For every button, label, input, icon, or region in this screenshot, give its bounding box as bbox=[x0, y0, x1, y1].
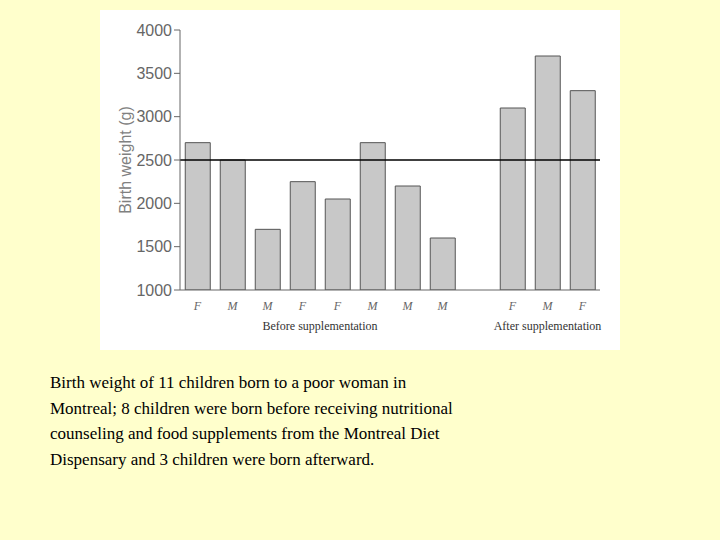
svg-text:M: M bbox=[437, 299, 449, 313]
svg-text:1000: 1000 bbox=[136, 282, 172, 299]
svg-text:F: F bbox=[578, 299, 587, 313]
html-text:counseling and food supplement: counseling and food supplements from the… bbox=[50, 424, 440, 443]
svg-text:M: M bbox=[227, 299, 239, 313]
svg-text:F: F bbox=[193, 299, 202, 313]
svg-text:3500: 3500 bbox=[136, 65, 172, 82]
svg-text:Birth weight (g): Birth weight (g) bbox=[117, 106, 134, 214]
svg-text:F: F bbox=[333, 299, 342, 313]
svg-text:2000: 2000 bbox=[136, 195, 172, 212]
svg-text:M: M bbox=[402, 299, 414, 313]
svg-text:M: M bbox=[262, 299, 274, 313]
svg-text:M: M bbox=[367, 299, 379, 313]
svg-text:1500: 1500 bbox=[136, 238, 172, 255]
svg-text:After supplementation: After supplementation bbox=[494, 319, 602, 333]
svg-text:3000: 3000 bbox=[136, 108, 172, 125]
html-text:Birth weight of 11 children bo: Birth weight of 11 children born to a po… bbox=[50, 373, 407, 392]
svg-text:F: F bbox=[298, 299, 307, 313]
html-text:Montreal; 8 children were born: Montreal; 8 children were born before re… bbox=[50, 398, 453, 418]
svg-text:Before supplementation: Before supplementation bbox=[263, 319, 378, 333]
svg-text:4000: 4000 bbox=[136, 22, 172, 39]
html-text:Dispensary and 3 children were: Dispensary and 3 children were born afte… bbox=[50, 449, 375, 469]
svg-text:2500: 2500 bbox=[136, 152, 172, 169]
svg-text:F: F bbox=[508, 299, 517, 313]
svg-text:M: M bbox=[542, 299, 554, 313]
